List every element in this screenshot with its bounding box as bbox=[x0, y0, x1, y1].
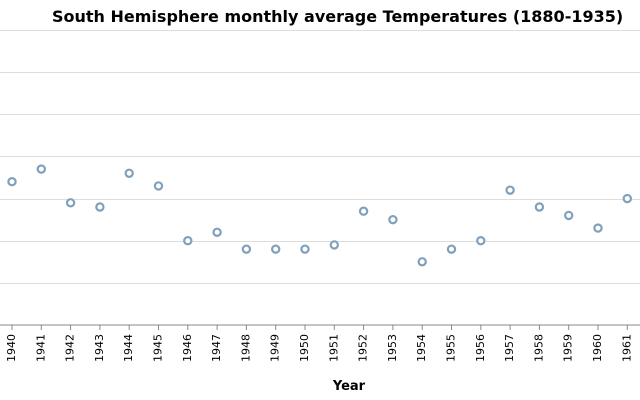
x-tick-label: 1959 bbox=[562, 334, 575, 362]
data-point bbox=[241, 244, 252, 254]
x-tick-label: 1960 bbox=[591, 334, 604, 362]
x-tick-label: 1944 bbox=[122, 334, 135, 362]
data-point bbox=[358, 206, 369, 216]
x-axis-label: Year bbox=[332, 379, 366, 394]
x-tick-label: 1955 bbox=[445, 334, 458, 362]
data-point bbox=[183, 236, 193, 246]
x-tick-label: 1941 bbox=[34, 334, 47, 362]
data-point bbox=[388, 214, 398, 225]
x-tick-label: 1942 bbox=[64, 334, 77, 362]
x-tick-label: 1940 bbox=[5, 334, 18, 362]
grid-lines bbox=[0, 30, 640, 284]
x-tick-label: 1956 bbox=[474, 334, 487, 362]
x-tick-label: 1950 bbox=[298, 334, 311, 362]
x-tick-label: 1949 bbox=[269, 334, 282, 362]
x-tick-label: 1943 bbox=[93, 334, 106, 362]
data-point bbox=[300, 244, 310, 254]
x-tick-label: 1946 bbox=[181, 334, 194, 362]
data-point bbox=[36, 164, 47, 174]
data-point bbox=[564, 210, 574, 221]
data-point bbox=[505, 185, 515, 195]
data-point bbox=[476, 236, 486, 246]
data-point bbox=[593, 223, 603, 233]
data-point bbox=[124, 168, 134, 178]
x-tick-label: 1947 bbox=[210, 334, 223, 362]
data-point bbox=[153, 181, 164, 191]
data-point bbox=[271, 244, 281, 254]
x-tick-label: 1954 bbox=[415, 334, 428, 362]
x-axis-ticks: 1940 1941 1942 1943 1944 1945 1946 1947 1948 1949… bbox=[5, 325, 633, 362]
data-point bbox=[212, 227, 222, 237]
data-point bbox=[534, 202, 545, 212]
data-points bbox=[7, 164, 633, 267]
x-tick-label: 1945 bbox=[152, 334, 165, 362]
x-tick-label: 1957 bbox=[503, 334, 516, 362]
chart-title: South Hemisphere monthly average Tempera… bbox=[52, 7, 623, 26]
data-point bbox=[65, 198, 76, 208]
data-point bbox=[329, 240, 339, 250]
x-tick-label: 1948 bbox=[239, 334, 252, 362]
x-tick-label: 1961 bbox=[620, 334, 633, 362]
data-point bbox=[95, 202, 105, 212]
x-tick-label: 1952 bbox=[357, 334, 370, 362]
data-point bbox=[622, 193, 633, 204]
data-point bbox=[446, 244, 457, 254]
data-point bbox=[7, 177, 17, 187]
x-tick-label: 1951 bbox=[327, 334, 340, 362]
x-tick-label: 1953 bbox=[386, 334, 399, 362]
x-tick-label: 1958 bbox=[532, 334, 545, 362]
data-point bbox=[417, 257, 427, 267]
